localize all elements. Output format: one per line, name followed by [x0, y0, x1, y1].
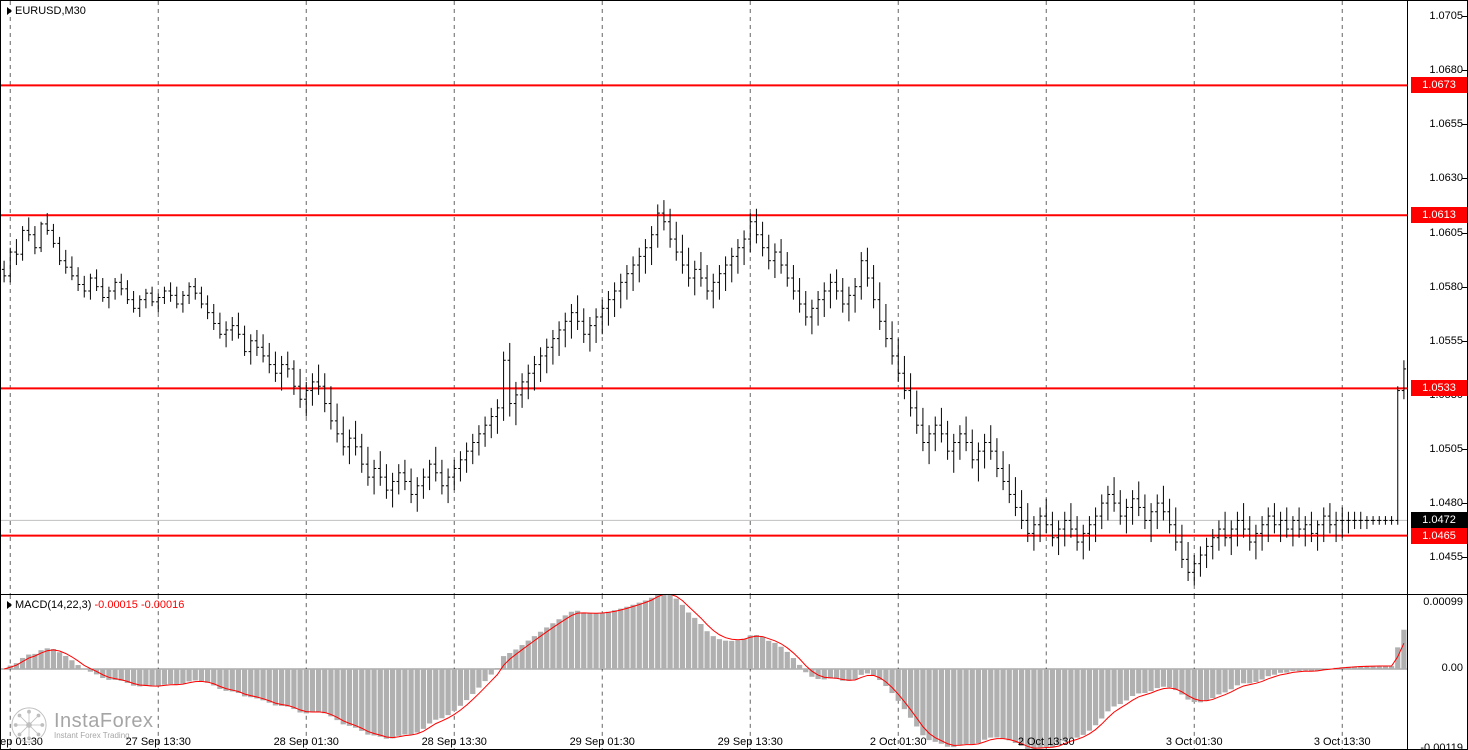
price-chart-area[interactable]	[1, 1, 1407, 594]
collapse-triangle-icon	[7, 7, 12, 15]
price-level-tag: 1.0673	[1411, 77, 1467, 93]
ytick-label: 1.0630	[1429, 172, 1463, 184]
ytick-label: 0.00099	[1423, 596, 1463, 608]
price-level-tag: 1.0465	[1411, 528, 1467, 544]
macd-chart-area[interactable]: 27 Sep 01:3027 Sep 13:3028 Sep 01:3028 S…	[1, 595, 1407, 749]
symbol-text: EURUSD,M30	[15, 5, 86, 17]
svg-text:28 Sep 13:30: 28 Sep 13:30	[422, 736, 487, 748]
watermark-sub: Instant Forex Trading	[54, 731, 153, 740]
svg-text:3 Oct 13:30: 3 Oct 13:30	[1314, 736, 1371, 748]
collapse-triangle-icon	[7, 601, 12, 609]
symbol-label: EURUSD,M30	[7, 5, 86, 17]
ytick-label: 1.0455	[1429, 551, 1463, 563]
instaforex-icon	[10, 706, 48, 744]
watermark-logo: InstaForex Instant Forex Trading	[10, 706, 153, 744]
macd-label: MACD(14,22,3) -0.00015 -0.00016	[7, 599, 184, 611]
macd-label-text: MACD(14,22,3)	[15, 599, 91, 611]
ytick-label: -0.00119	[1420, 742, 1463, 750]
price-level-tag: 1.0613	[1411, 207, 1467, 223]
macd-yaxis: 0.00099 0.00 -0.00119	[1407, 595, 1467, 749]
ytick-label: 1.0480	[1429, 497, 1463, 509]
ytick-label: 1.0680	[1429, 64, 1463, 76]
svg-text:2 Oct 13:30: 2 Oct 13:30	[1018, 736, 1075, 748]
macd-panel[interactable]: MACD(14,22,3) -0.00015 -0.00016 27 Sep 0…	[0, 595, 1468, 750]
ytick-label: 1.0605	[1429, 227, 1463, 239]
macd-svg: 27 Sep 01:3027 Sep 13:3028 Sep 01:3028 S…	[1, 595, 1407, 749]
svg-text:2 Oct 01:30: 2 Oct 01:30	[870, 736, 927, 748]
ytick-label: 1.0655	[1429, 118, 1463, 130]
ytick-label: 1.0580	[1429, 281, 1463, 293]
ytick-label: 1.0555	[1429, 335, 1463, 347]
svg-text:29 Sep 01:30: 29 Sep 01:30	[570, 736, 635, 748]
current-price-tag: 1.0472	[1411, 512, 1467, 528]
price-svg	[1, 1, 1407, 594]
ytick-label: 0.00	[1442, 662, 1463, 674]
chart-container: EURUSD,M30 1.0705 1.0680 1.0655 1.0630 1.060…	[0, 0, 1468, 750]
watermark-text: InstaForex	[54, 710, 153, 732]
svg-text:3 Oct 01:30: 3 Oct 01:30	[1166, 736, 1223, 748]
macd-values: -0.00015 -0.00016	[94, 599, 184, 611]
ytick-label: 1.0705	[1429, 10, 1463, 22]
svg-text:28 Sep 01:30: 28 Sep 01:30	[274, 736, 339, 748]
svg-text:29 Sep 13:30: 29 Sep 13:30	[718, 736, 783, 748]
ytick-label: 1.0505	[1429, 443, 1463, 455]
price-yaxis: 1.0705 1.0680 1.0655 1.0630 1.0605 1.0580 1.05…	[1407, 1, 1467, 594]
price-chart-panel[interactable]: EURUSD,M30 1.0705 1.0680 1.0655 1.0630 1.060…	[0, 0, 1468, 595]
price-level-tag: 1.0533	[1411, 380, 1467, 396]
